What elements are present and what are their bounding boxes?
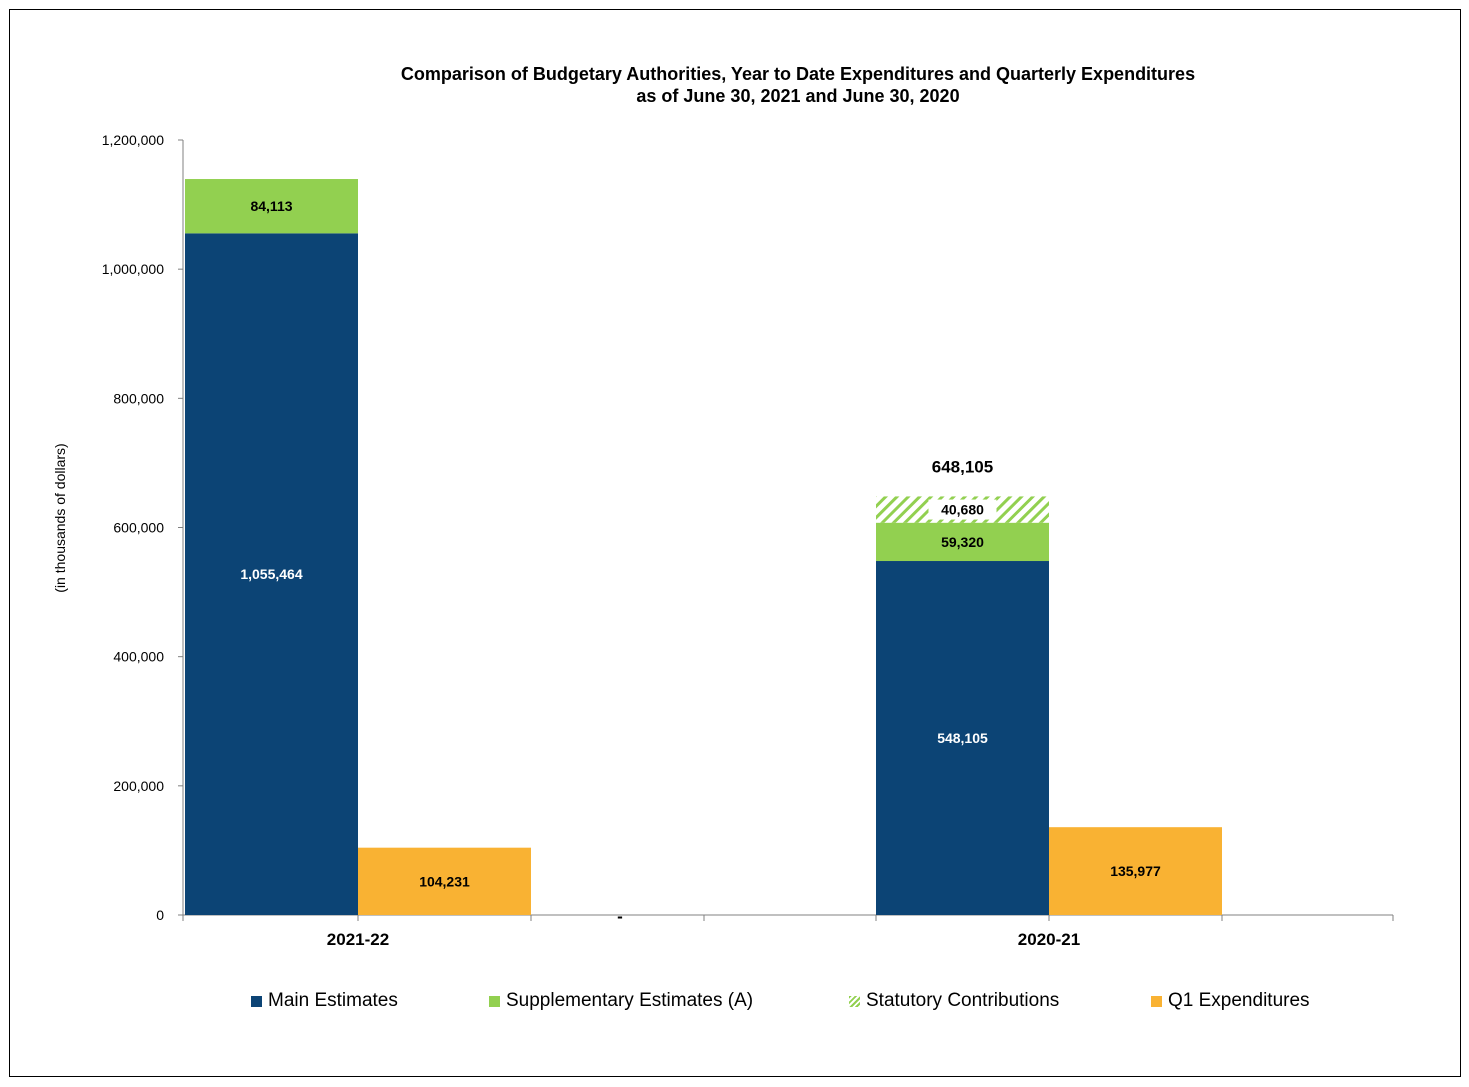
legend-item-statutory-contributions: Statutory Contributions (849, 990, 1059, 1012)
bar-segment (876, 522, 1049, 562)
chart-title-line-1: Comparison of Budgetary Authorities, Yea… (400, 64, 1196, 84)
bar-segment (185, 179, 358, 234)
legend-item-main-estimates: Main Estimates (251, 990, 398, 1012)
legend-label-q1-expenditures: Q1 Expenditures (1168, 990, 1310, 1011)
y-tick-label: 0 (156, 907, 164, 923)
chart-legend: Main Estimates Supplementary Estimates (… (0, 990, 1469, 1016)
legend-label-main-estimates: Main Estimates (268, 990, 398, 1011)
legend-swatch-main-estimates (251, 995, 262, 1007)
legend-swatch-supplementary-estimates (489, 995, 500, 1007)
chart-title-line-2: as of June 30, 2021 and June 30, 2020 (636, 86, 960, 106)
legend-label-statutory-contributions: Statutory Contributions (866, 990, 1060, 1011)
chart-frame (9, 9, 1461, 1077)
x-category-label: 2021-22 (327, 930, 389, 949)
x-gap-label: - (617, 907, 623, 926)
legend-swatch-statutory-contributions (849, 995, 860, 1007)
data-label: 1,055,464 (240, 566, 302, 582)
y-tick-label: 400,000 (113, 649, 164, 665)
data-label: 84,113 (250, 198, 292, 214)
y-tick-label: 800,000 (113, 390, 164, 406)
legend-item-supplementary-estimates: Supplementary Estimates (A) (489, 990, 753, 1012)
bar-segment (185, 233, 358, 915)
x-category-label: 2020-21 (1018, 930, 1080, 949)
bar-q1-expenditures (1049, 827, 1222, 915)
data-label-background (928, 499, 997, 520)
legend-label-supplementary-estimates: Supplementary Estimates (A) (506, 990, 754, 1011)
data-label: 548,105 (937, 730, 988, 746)
data-label: 104,231 (419, 873, 470, 889)
stack-total-label: 648,105 (932, 457, 993, 476)
data-label: 40,680 (941, 502, 984, 518)
legend-item-q1-expenditures: Q1 Expenditures (1151, 990, 1310, 1012)
data-label: 135,977 (1110, 863, 1161, 879)
legend-swatch-q1-expenditures (1151, 995, 1162, 1007)
y-tick-label: 1,200,000 (102, 132, 164, 148)
y-tick-label: 200,000 (113, 778, 164, 794)
y-tick-label: 600,000 (113, 520, 164, 536)
bar-q1-expenditures (358, 847, 531, 915)
chart-title: Comparison of Budgetary Authorities, Yea… (0, 63, 1469, 107)
bar-segment (876, 561, 1049, 915)
data-label: 59,320 (941, 534, 984, 550)
y-tick-label: 1,000,000 (102, 261, 164, 277)
